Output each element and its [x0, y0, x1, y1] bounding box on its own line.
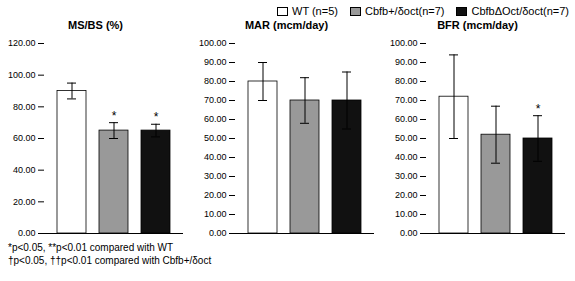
svg-text:60.00: 60.00	[13, 133, 36, 143]
svg-text:80.00: 80.00	[13, 102, 36, 112]
html-text:MAR (mcm/day): MAR (mcm/day)	[244, 19, 329, 31]
html-text:MS/BS (%): MS/BS (%)	[68, 19, 123, 31]
html-text:BFR (mcm/day): BFR (mcm/day)	[437, 19, 518, 31]
svg-text:70.00: 70.00	[204, 95, 227, 105]
svg-text:20.00: 20.00	[13, 197, 36, 207]
svg-text:90.00: 90.00	[204, 57, 227, 67]
svg-text:90.00: 90.00	[395, 57, 418, 67]
svg-text:40.00: 40.00	[395, 152, 418, 162]
svg-text:80.00: 80.00	[204, 76, 227, 86]
svg-text:*: *	[112, 109, 117, 123]
svg-text:*: *	[536, 102, 541, 116]
svg-text:80.00: 80.00	[395, 76, 418, 86]
html-text:†p<0.05, ††p<0.01 compared wit: †p<0.05, ††p<0.01 compared with Cbfb+/δo…	[8, 255, 212, 266]
svg-text:20.00: 20.00	[395, 190, 418, 200]
svg-text:0.00: 0.00	[18, 228, 36, 238]
svg-text:30.00: 30.00	[395, 171, 418, 181]
html-text:CbfbΔOct/δoct(n=7): CbfbΔOct/δoct(n=7)	[471, 5, 569, 17]
svg-text:0.00: 0.00	[209, 228, 227, 238]
html-text:Cbfb+/δoct(n=7): Cbfb+/δoct(n=7)	[365, 5, 445, 17]
html-text:WT (n=5): WT (n=5)	[292, 5, 338, 17]
svg-text:100.00: 100.00	[8, 70, 36, 80]
svg-text:10.00: 10.00	[395, 209, 418, 219]
svg-text:50.00: 50.00	[395, 133, 418, 143]
svg-text:50.00: 50.00	[204, 133, 227, 143]
html-text:*p<0.05, **p<0.01 compared wit: *p<0.05, **p<0.01 compared with WT	[8, 242, 174, 253]
svg-text:10.00: 10.00	[204, 209, 227, 219]
svg-text:40.00: 40.00	[204, 152, 227, 162]
svg-text:120.00: 120.00	[8, 38, 36, 48]
svg-text:100.00: 100.00	[199, 38, 227, 48]
svg-text:60.00: 60.00	[395, 114, 418, 124]
svg-text:*: *	[154, 110, 159, 124]
svg-text:60.00: 60.00	[204, 114, 227, 124]
svg-text:0.00: 0.00	[400, 228, 418, 238]
svg-text:40.00: 40.00	[13, 165, 36, 175]
svg-text:30.00: 30.00	[204, 171, 227, 181]
svg-text:70.00: 70.00	[395, 95, 418, 105]
svg-text:20.00: 20.00	[204, 190, 227, 200]
svg-text:100.00: 100.00	[390, 38, 418, 48]
